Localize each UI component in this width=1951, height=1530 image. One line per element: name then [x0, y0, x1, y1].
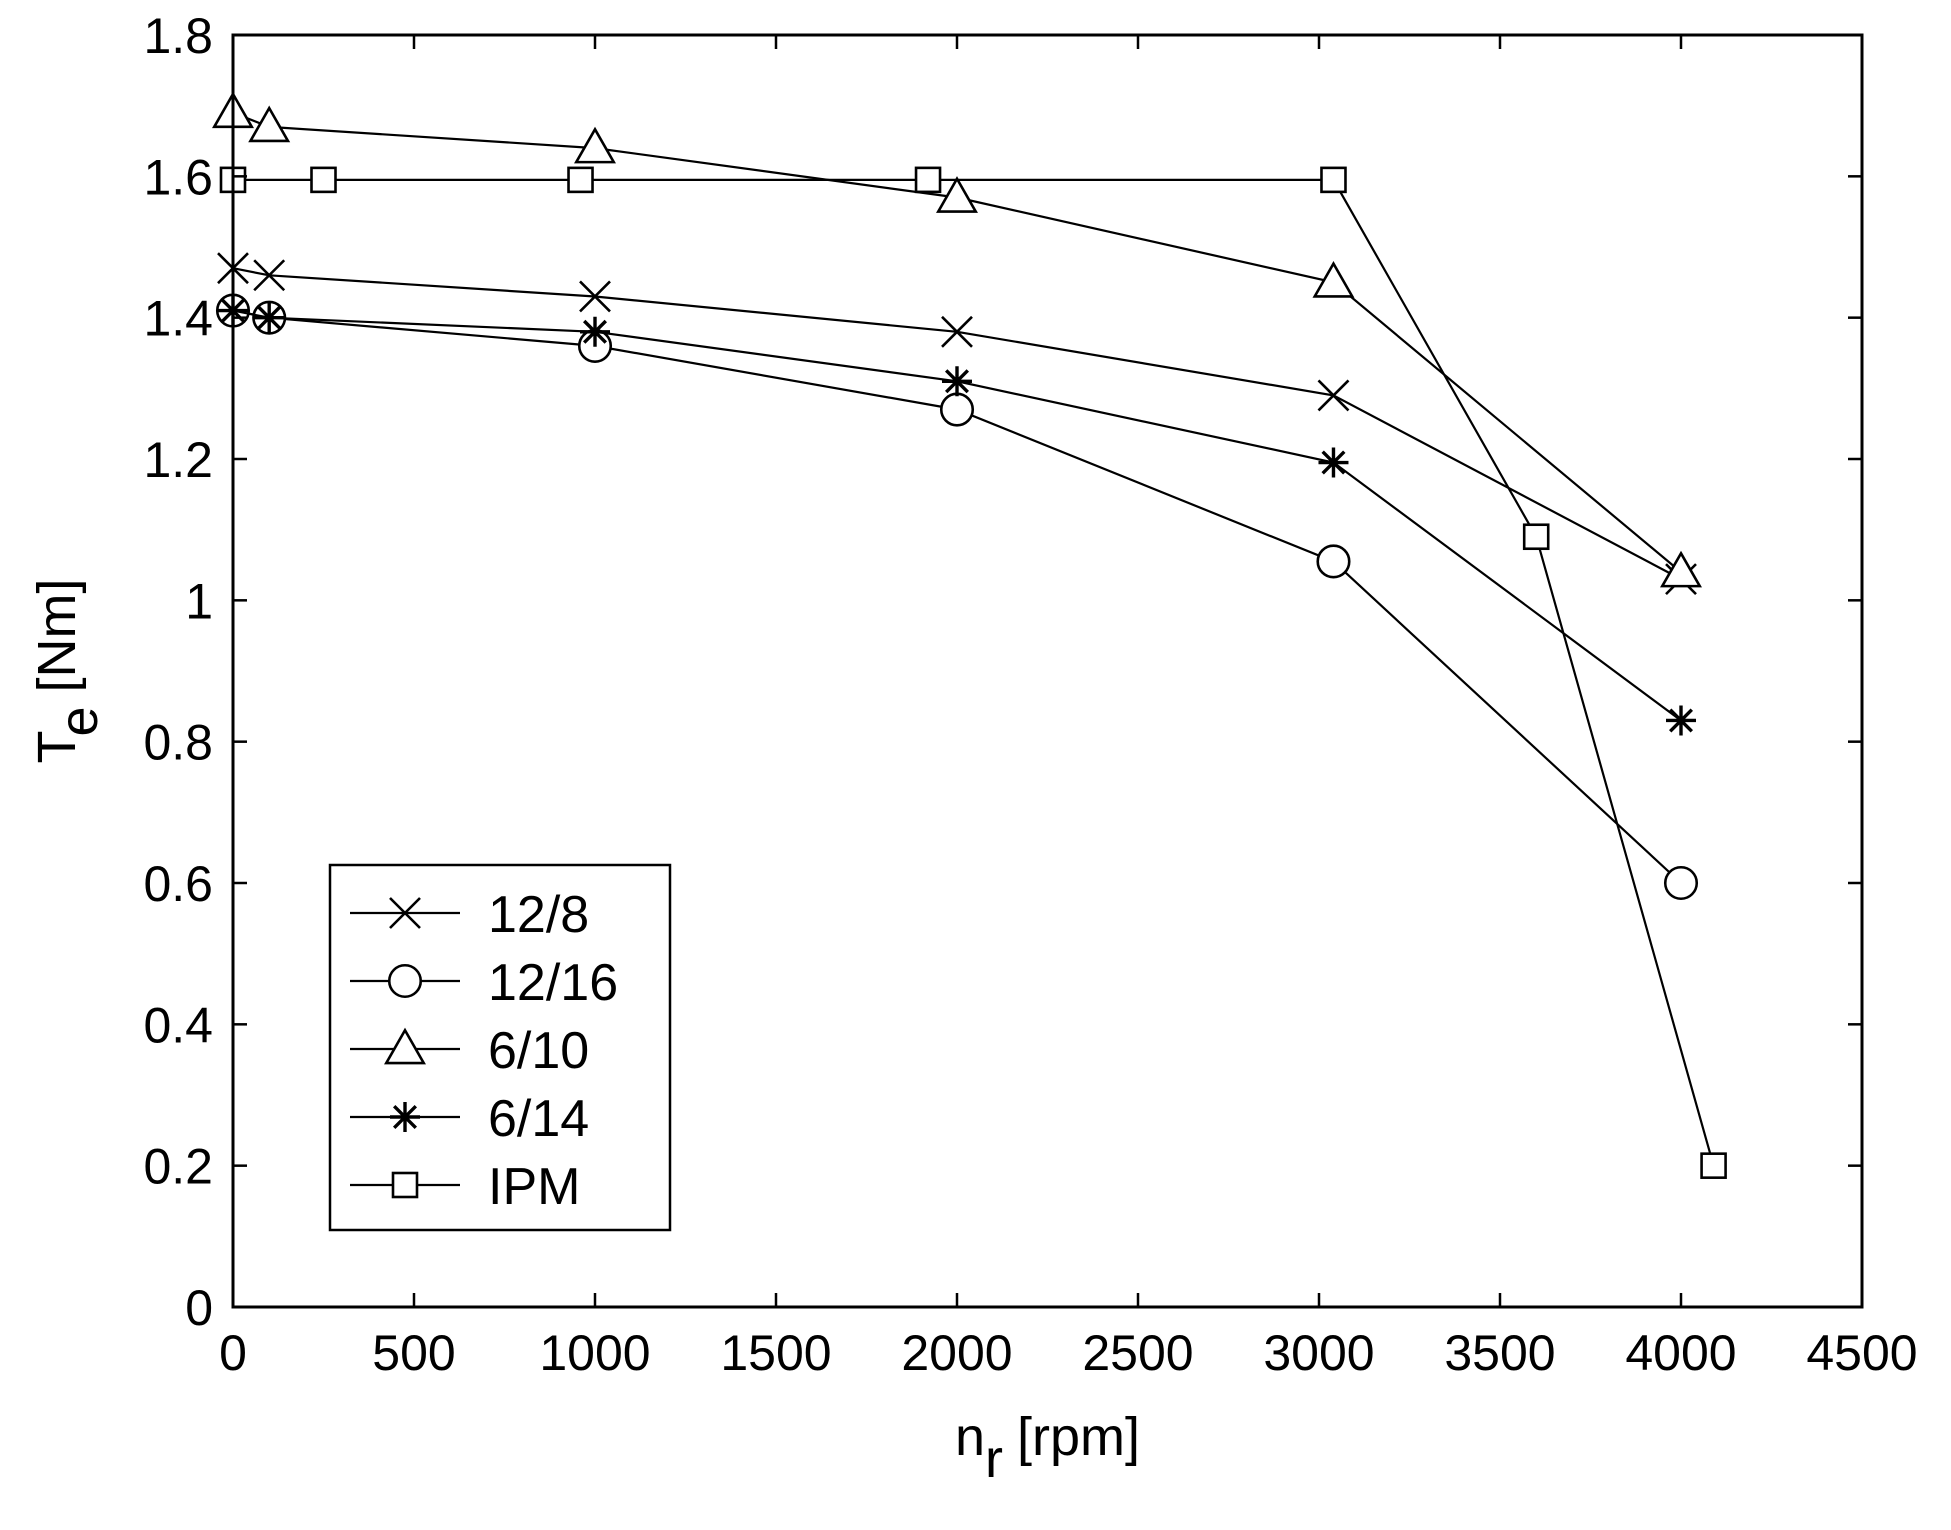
legend-item-6-14: 6/14 [350, 1090, 589, 1148]
data-point-6-14 [580, 316, 610, 347]
x-tick-label: 3500 [1444, 1325, 1555, 1381]
x-tick-label: 1000 [539, 1325, 650, 1381]
legend-marker [390, 1102, 420, 1132]
data-point-6-14 [942, 366, 972, 397]
data-point-12-16 [939, 392, 975, 427]
legend-marker [384, 1027, 426, 1065]
x-axis-label-unit: [rpm] [1017, 1407, 1140, 1467]
data-point-6-10 [1312, 260, 1355, 298]
data-point-6-14 [254, 302, 285, 333]
legend-label: IPM [488, 1158, 580, 1216]
data-point-ipm [914, 166, 942, 194]
y-tick-label: 1.4 [143, 291, 213, 347]
y-tick-label: 1.6 [143, 149, 213, 205]
legend-item-6-10: 6/10 [350, 1022, 589, 1080]
x-tick-label: 2000 [901, 1325, 1012, 1381]
legend-item-12-8: 12/8 [350, 886, 589, 944]
data-point-12-16 [1663, 865, 1699, 901]
x-axis-label: nr [rpm] [955, 1407, 1140, 1489]
data-point-6-14 [1666, 705, 1696, 736]
data-point-6-14 [1318, 447, 1349, 478]
y-axis: 0 0.2 0.4 0.6 0.8 1 1.2 1.4 1.6 1.8 [143, 8, 1862, 1336]
y-axis-label-main: T [27, 732, 87, 764]
data-point-12-8 [579, 280, 611, 313]
y-tick-label: 1.2 [143, 432, 213, 488]
y-tick-label: 0.8 [143, 715, 213, 771]
series-6-14 [218, 295, 1696, 736]
y-axis-label-unit: [Nm] [27, 578, 87, 692]
data-point-ipm [1522, 523, 1550, 551]
legend-marker [387, 963, 423, 999]
legend-box [328, 863, 672, 1232]
data-point-12-16 [1316, 544, 1351, 579]
x-axis: 0 500 1000 1500 2000 2500 3000 3500 4000 4500 [219, 35, 1918, 1381]
data-point-6-10 [936, 176, 978, 213]
y-tick-label: 1.8 [143, 8, 213, 64]
data-point-ipm [1320, 166, 1347, 194]
y-tick-label: 0.4 [143, 997, 213, 1053]
x-tick-label: 0 [219, 1325, 247, 1381]
legend-item-ipm: IPM [350, 1158, 580, 1216]
legend-marker [389, 897, 421, 929]
legend-label: 6/10 [488, 1022, 589, 1080]
data-point-12-8 [941, 315, 973, 348]
legend-label: 6/14 [488, 1090, 589, 1148]
data-point-ipm [310, 166, 337, 194]
y-tick-label: 0 [185, 1280, 213, 1336]
x-tick-label: 1500 [720, 1325, 831, 1381]
data-point-6-10 [574, 126, 616, 164]
series-6-10 [212, 91, 1702, 588]
legend-label: 12/8 [488, 886, 589, 944]
data-point-12-8 [253, 259, 286, 292]
data-point-6-10 [1660, 550, 1702, 588]
y-tick-label: 0.6 [143, 856, 213, 912]
x-axis-label-main: n [955, 1407, 985, 1467]
x-tick-label: 3000 [1263, 1325, 1374, 1381]
data-point-ipm [1700, 1152, 1727, 1179]
plot-frame [231, 33, 1864, 1309]
data-point-ipm [567, 166, 594, 194]
x-tick-label: 500 [372, 1325, 455, 1381]
data-point-6-10 [248, 105, 291, 143]
y-tick-label: 1 [185, 573, 213, 629]
y-axis-label: Te [Nm] [27, 578, 109, 763]
legend-label: 12/16 [488, 954, 618, 1012]
x-tick-label: 2500 [1082, 1325, 1193, 1381]
x-axis-label-subscript: r [985, 1429, 1003, 1489]
plot-marks [212, 91, 1727, 1179]
data-point-12-8 [1317, 379, 1350, 412]
y-axis-label-subscript: e [49, 706, 109, 736]
legend-marker [391, 1171, 419, 1199]
x-tick-label: 4000 [1625, 1325, 1736, 1381]
series-line-12-8 [232, 267, 1682, 581]
legend-item-12-16: 12/16 [350, 954, 618, 1012]
x-tick-label: 4500 [1806, 1325, 1917, 1381]
y-tick-label: 0.2 [143, 1139, 213, 1195]
series-ipm [219, 166, 1727, 1179]
legend: 12/8 12/16 6/10 6/14 IPM [328, 863, 672, 1232]
